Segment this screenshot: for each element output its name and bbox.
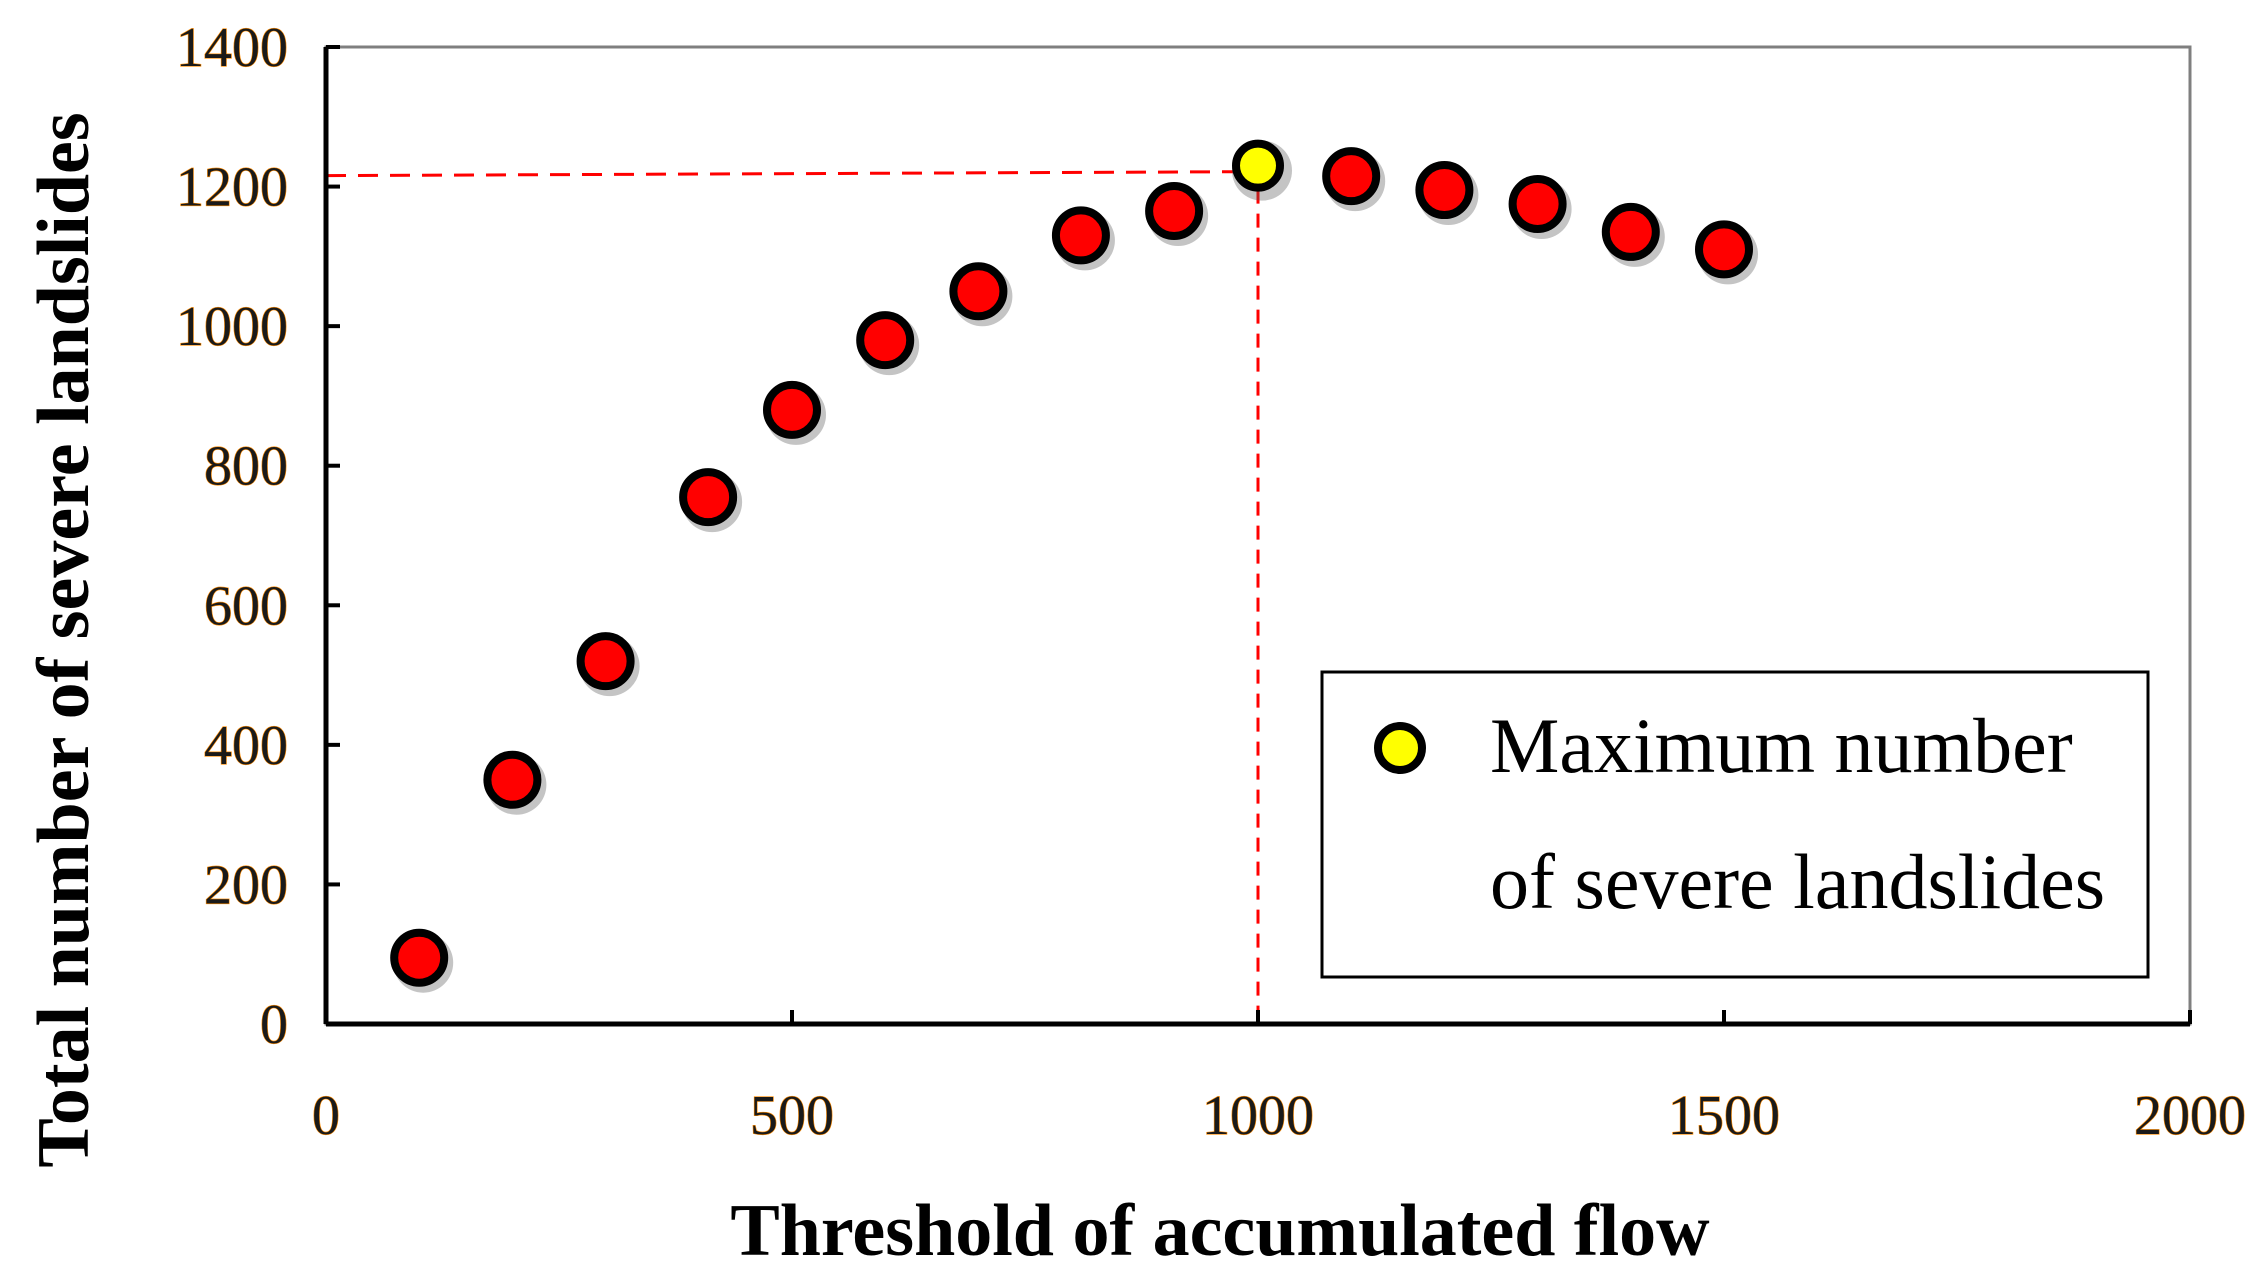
y-tick-label: 600 bbox=[204, 575, 288, 637]
y-axis-ticks: 0 200 400 600 800 1000 1200 1400 bbox=[175, 16, 340, 1057]
data-point-marker bbox=[576, 632, 635, 691]
x-tick-label: 1000 bbox=[1202, 1085, 1314, 1147]
y-tick-label: 0 bbox=[260, 994, 288, 1056]
data-point-marker bbox=[1601, 202, 1660, 261]
y-tick-label: 400 bbox=[204, 715, 288, 777]
data-point-marker bbox=[679, 468, 738, 527]
x-axis-ticks: 0 500 1000 1500 2000 bbox=[311, 1010, 2247, 1148]
y-tick-label: 1200 bbox=[176, 157, 288, 219]
data-point-marker bbox=[1145, 181, 1204, 240]
max-horizontal-reference-line bbox=[325, 170, 1259, 178]
y-tick-label: 1000 bbox=[176, 296, 288, 358]
y-axis-title: Total number of severe landslides bbox=[23, 112, 105, 1167]
x-tick-label: 1500 bbox=[1668, 1085, 1780, 1147]
data-point-marker bbox=[1695, 220, 1753, 279]
data-point-marker bbox=[763, 380, 821, 439]
data-point-marker bbox=[949, 262, 1008, 321]
data-point-marker bbox=[1322, 147, 1381, 206]
legend-label-line-1: Maximum number bbox=[1490, 702, 2073, 789]
x-tick-label: 0 bbox=[312, 1085, 340, 1147]
max-point-marker bbox=[1232, 139, 1284, 192]
data-point-marker bbox=[483, 750, 542, 809]
data-point-marker bbox=[390, 928, 449, 987]
y-tick-label: 1400 bbox=[176, 17, 288, 79]
data-point-marker bbox=[1508, 175, 1567, 234]
legend-box bbox=[1320, 670, 2150, 979]
x-tick-label: 500 bbox=[750, 1085, 834, 1147]
reference-lines bbox=[325, 165, 1260, 1024]
legend: Maximum number of severe landslides bbox=[1320, 670, 2150, 979]
y-tick-label: 200 bbox=[204, 854, 288, 916]
data-point-marker bbox=[1415, 161, 1474, 220]
x-tick-label: 2000 bbox=[2134, 1085, 2246, 1147]
x-axis-title: Threshold of accumulated flow bbox=[730, 1190, 1710, 1272]
legend-marker-maximum bbox=[1374, 722, 1426, 774]
data-point-marker bbox=[856, 311, 915, 370]
legend-label-line-2: of severe landslides bbox=[1490, 838, 2105, 925]
y-tick-label: 800 bbox=[204, 436, 288, 498]
data-point-marker bbox=[1051, 206, 1110, 265]
data-markers bbox=[390, 139, 1758, 993]
